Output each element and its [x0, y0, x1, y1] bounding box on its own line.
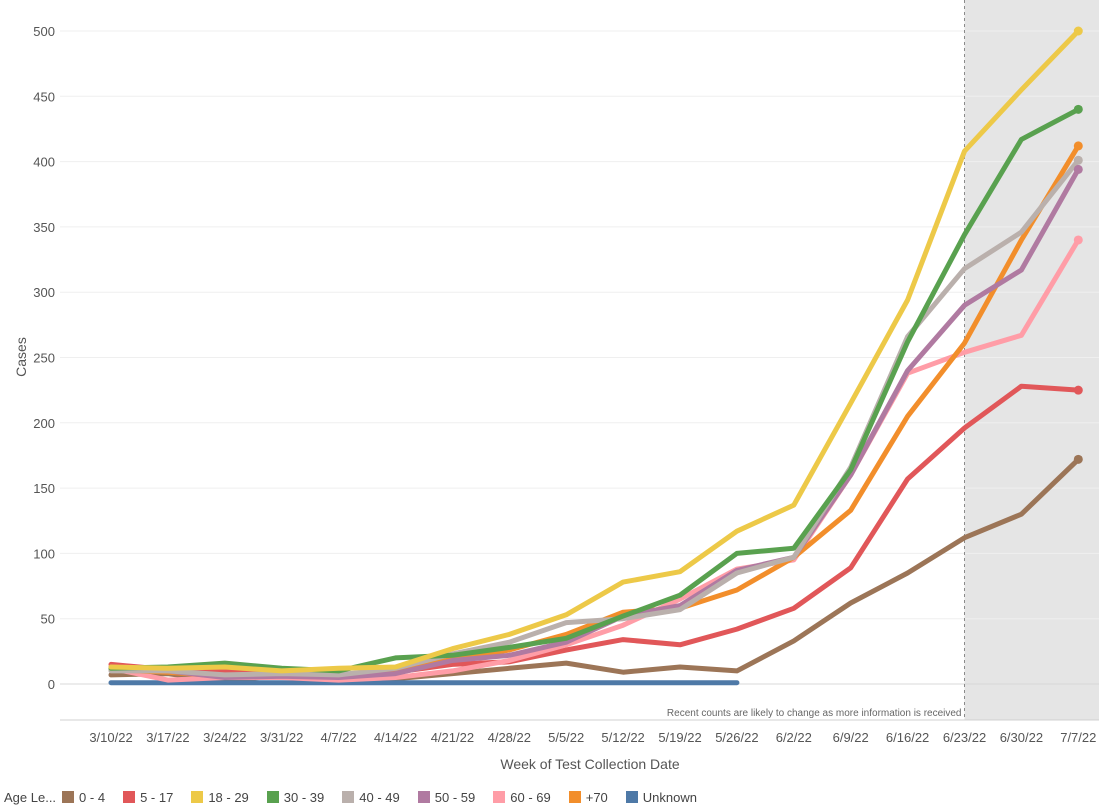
gridlines	[60, 30, 1099, 721]
legend-item-5-17[interactable]: 5 - 17	[123, 790, 173, 805]
x-axis-ticks: 3/10/22 3/17/22 3/24/22 3/31/22 4/7/22 4/14/2…	[89, 730, 1096, 745]
y-tick-label: 100	[33, 546, 55, 561]
series-endpoint-18-29[interactable]	[1073, 26, 1083, 36]
legend-swatch	[191, 791, 204, 803]
y-tick-label: 0	[48, 677, 55, 692]
series-line-18-29[interactable]	[108, 28, 1081, 674]
legend-item-plus-70[interactable]: +70	[568, 789, 608, 805]
legend-item-0-4[interactable]: 0 - 4	[62, 790, 105, 805]
x-tick-label: 4/21/22	[431, 730, 474, 745]
legend-label: 50 - 59	[434, 789, 476, 805]
y-tick-label: 350	[33, 220, 55, 235]
y-tick-label: 300	[33, 285, 55, 300]
x-tick-label: 3/10/22	[89, 730, 132, 745]
x-tick-label: 6/23/22	[943, 730, 986, 745]
legend-item-60-69[interactable]: 60 - 69	[493, 789, 551, 805]
legend-label: Unknown	[642, 789, 697, 805]
x-tick-label: 3/31/22	[260, 730, 303, 745]
x-tick-label: 7/7/22	[1060, 730, 1096, 745]
legend-label: 0 - 4	[79, 789, 106, 805]
x-tick-label: 4/7/22	[321, 730, 357, 745]
y-axis-ticks: 0 50 100 150 200 250 300 350 400 450 500	[33, 24, 55, 692]
x-tick-label: 5/26/22	[715, 730, 758, 745]
legend-label: +70	[585, 789, 608, 805]
series-endpoint-0-4[interactable]	[1073, 454, 1083, 464]
y-tick-label: 450	[33, 89, 55, 104]
legend-swatch	[123, 791, 136, 803]
legend-label: 30 - 39	[283, 789, 325, 805]
y-tick-label: 200	[33, 416, 55, 431]
series-endpoint-plus-70[interactable]	[1073, 141, 1083, 151]
legend-swatch	[568, 791, 581, 803]
legend-swatch	[493, 791, 506, 803]
legend-swatch	[62, 791, 75, 803]
legend-label: 18 - 29	[208, 789, 249, 805]
legend-item-50-59[interactable]: 50 - 59	[417, 789, 476, 805]
series-endpoint-40-49[interactable]	[1073, 155, 1083, 165]
x-tick-label: 5/5/22	[548, 730, 584, 745]
x-tick-label: 4/28/22	[488, 730, 531, 745]
legend: Age Le... 0 - 4 5 - 17 18 - 29 30 - 39 40 - …	[0, 786, 715, 808]
legend-label: 60 - 69	[510, 789, 551, 805]
legend-item-30-39[interactable]: 30 - 39	[266, 789, 325, 805]
series-endpoints	[1073, 26, 1083, 464]
legend-swatch	[625, 791, 638, 803]
y-tick-label: 400	[33, 155, 55, 170]
series-line-0-4[interactable]	[108, 456, 1081, 684]
x-tick-label: 6/2/22	[776, 730, 812, 745]
legend-item-unknown[interactable]: Unknown	[625, 789, 697, 805]
legend-item-18-29[interactable]: 18 - 29	[191, 789, 249, 805]
y-tick-label: 250	[33, 351, 55, 366]
series-endpoint-50-59[interactable]	[1073, 164, 1083, 174]
series-line-30-39[interactable]	[108, 106, 1081, 674]
x-tick-label: 6/16/22	[886, 730, 929, 745]
y-tick-label: 500	[33, 24, 55, 39]
series-lines	[108, 28, 1081, 686]
legend-label: 40 - 49	[359, 789, 400, 805]
x-tick-label: 6/30/22	[1000, 730, 1043, 745]
y-tick-label: 50	[41, 612, 55, 627]
x-tick-label: 3/17/22	[146, 730, 189, 745]
recent-data-shaded-region	[964, 0, 1099, 720]
legend-swatch	[342, 791, 355, 803]
x-tick-label: 5/19/22	[658, 730, 701, 745]
x-tick-label: 6/9/22	[833, 730, 869, 745]
x-tick-label: 5/12/22	[601, 730, 644, 745]
y-tick-label: 150	[33, 481, 55, 496]
x-tick-label: 4/14/22	[374, 730, 417, 745]
series-endpoint-60-69[interactable]	[1073, 235, 1083, 245]
series-endpoint-30-39[interactable]	[1073, 104, 1083, 114]
series-endpoint-5-17[interactable]	[1073, 385, 1083, 395]
legend-swatch	[266, 791, 279, 803]
recent-counts-note: Recent counts are likely to change as mo…	[667, 708, 962, 719]
x-axis-title: Week of Test Collection Date	[500, 756, 679, 772]
legend-label: 5 - 17	[140, 789, 174, 805]
x-tick-label: 3/24/22	[203, 730, 246, 745]
legend-swatch	[417, 791, 430, 803]
legend-title[interactable]: Age Le...	[4, 789, 57, 805]
y-axis-title: Cases	[13, 337, 29, 377]
legend-item-40-49[interactable]: 40 - 49	[342, 789, 400, 805]
